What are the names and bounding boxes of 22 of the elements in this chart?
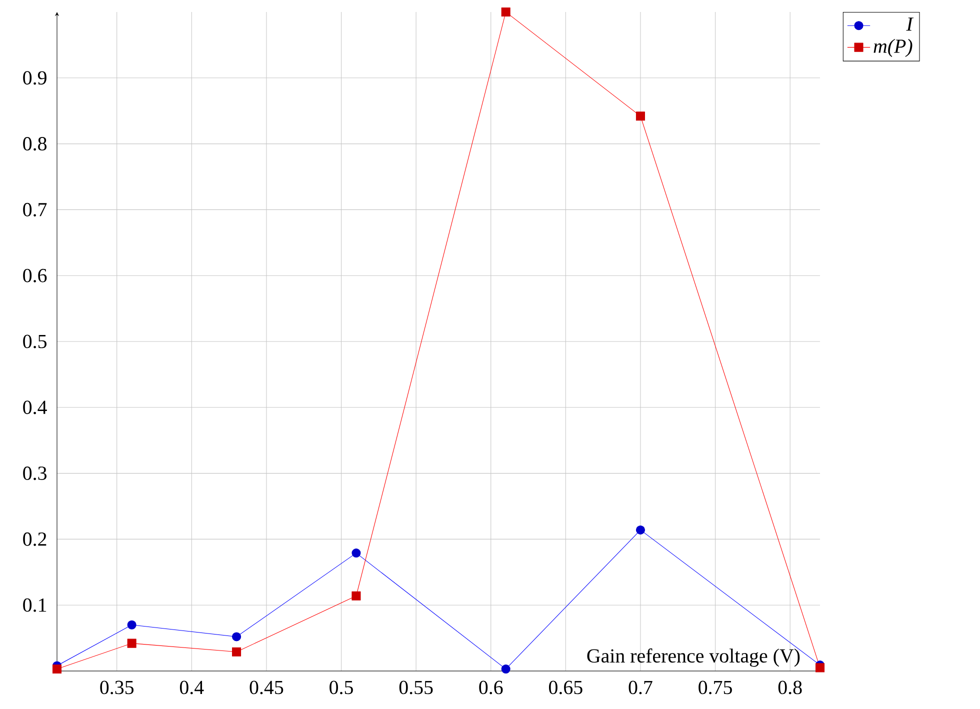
y-tick-label: 0.2 <box>23 532 46 546</box>
y-tick-label: 0.6 <box>23 268 47 282</box>
x-tick-label: 0.45 <box>250 680 284 694</box>
x-tick-label: 0.4 <box>180 680 204 694</box>
x-tick-label: 0.7 <box>628 680 652 694</box>
y-tick-label: 0.7 <box>23 202 47 216</box>
x-tick-label: 0.35 <box>100 680 134 694</box>
legend-label: I <box>906 18 914 31</box>
x-tick-label: 0.5 <box>330 680 353 694</box>
y-tick-label: 0.1 <box>23 598 46 612</box>
y-tick-label: 0.3 <box>23 466 46 480</box>
x-tick-label: 0.55 <box>399 680 433 694</box>
y-tick-label: 0.8 <box>23 137 47 151</box>
y-tick-label: 0.5 <box>23 334 46 348</box>
y-tick-label: 0.9 <box>23 71 46 85</box>
x-tick-label: 0.6 <box>479 680 503 694</box>
x-axis-title: Gain reference voltage (V) <box>587 648 800 667</box>
y-tick-label: 0.4 <box>23 400 47 414</box>
x-tick-label: 0.75 <box>698 680 732 694</box>
legend-label: m(P) <box>874 38 912 57</box>
x-tick-label: 0.65 <box>548 680 582 694</box>
x-tick-label: 0.8 <box>778 680 802 694</box>
